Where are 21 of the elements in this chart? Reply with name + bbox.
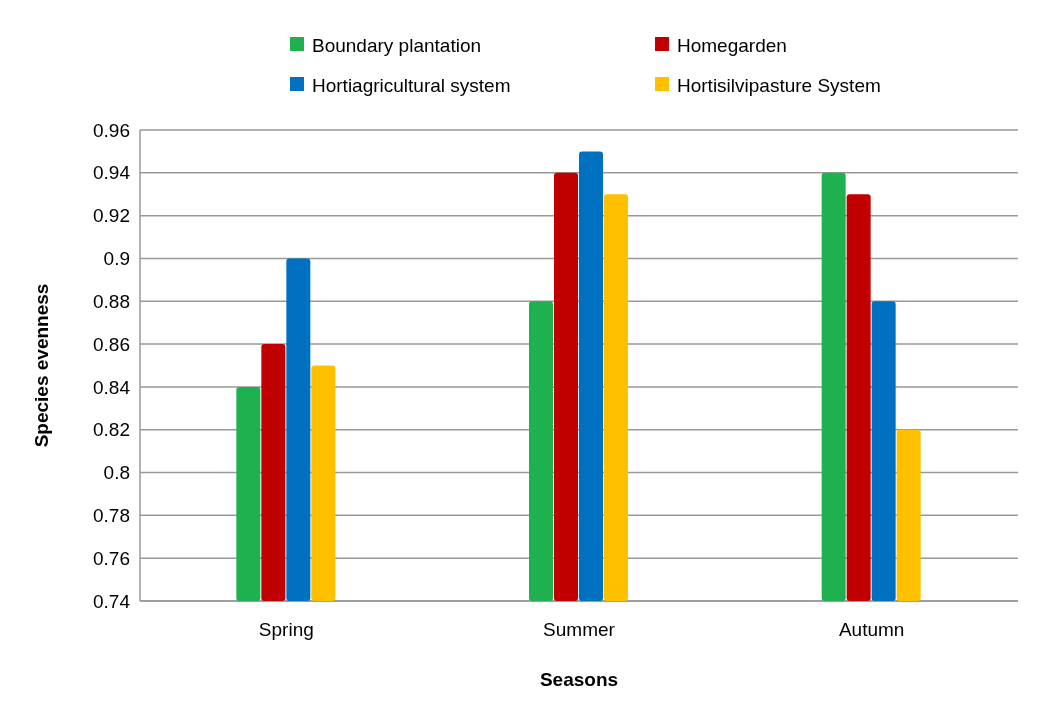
x-tick-label: Autumn [838, 619, 905, 640]
y-tick-label: 0.9 [103, 248, 130, 270]
legend-label: Boundary plantation [312, 34, 482, 56]
y-tick-label: 0.96 [93, 119, 130, 141]
y-tick-label: 0.92 [93, 205, 130, 227]
y-tick-label: 0.84 [93, 376, 131, 398]
y-tick-label: 0.78 [93, 505, 130, 527]
legend-label: Hortiagricultural system [312, 74, 511, 96]
y-tick-label: 0.74 [93, 590, 131, 612]
y-tick-label: 0.8 [103, 462, 130, 484]
y-axis-title: Species evenness [31, 283, 52, 448]
legend-label: Homegarden [677, 34, 787, 56]
x-tick-label: Spring [258, 619, 314, 640]
x-axis-title: Seasons [539, 669, 619, 690]
y-tick-label: 0.82 [93, 419, 130, 441]
y-tick-label: 0.76 [93, 547, 130, 569]
y-tick-label: 0.86 [93, 333, 130, 355]
y-tick-label: 0.88 [93, 290, 130, 312]
legend-label: Hortisilvipasture System [677, 74, 881, 96]
x-tick-label: Summer [543, 619, 616, 640]
y-tick-label: 0.94 [93, 162, 131, 184]
